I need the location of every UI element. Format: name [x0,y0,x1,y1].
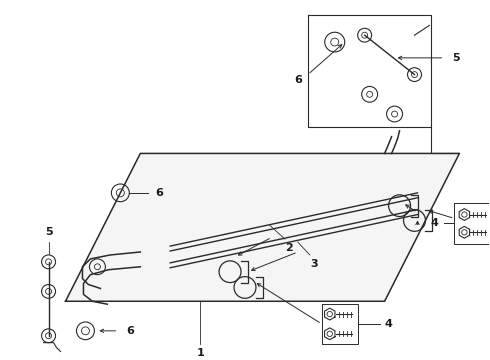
Text: 6: 6 [294,75,302,85]
Polygon shape [66,153,460,301]
Text: 4: 4 [385,319,392,329]
Text: 3: 3 [310,259,318,269]
Text: 1: 1 [196,348,204,357]
Text: 5: 5 [452,53,460,63]
Text: 4: 4 [431,219,439,228]
Text: 6: 6 [126,326,134,336]
Text: 5: 5 [45,227,52,237]
Text: 2: 2 [285,243,293,253]
Text: 6: 6 [155,188,163,198]
